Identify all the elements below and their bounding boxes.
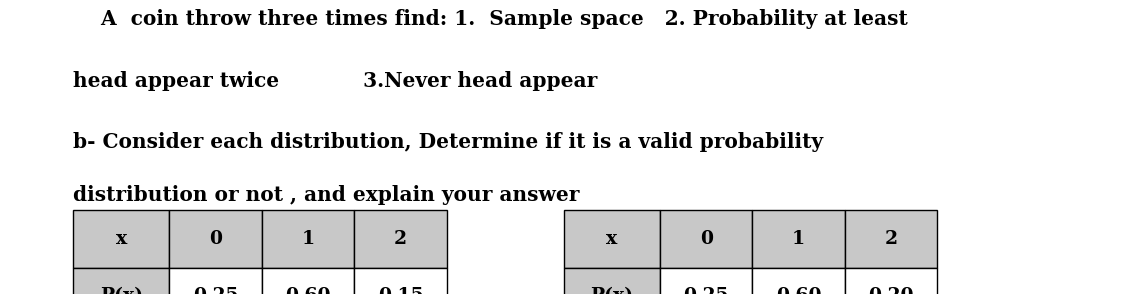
Text: 0.60: 0.60 [776,287,821,294]
Bar [752,210,845,268]
Bar [169,268,262,294]
Text: 0: 0 [699,230,713,248]
Bar [660,210,752,268]
Text: head appear twice            3.Never head appear: head appear twice 3.Never head appear [73,71,598,91]
Bar [354,210,447,268]
Bar [354,268,447,294]
Bar [73,268,169,294]
Bar [564,210,660,268]
Bar [752,268,845,294]
Text: 1: 1 [792,230,805,248]
Bar [262,268,354,294]
Text: x: x [607,230,617,248]
Bar [660,268,752,294]
Text: x: x [116,230,126,248]
Text: distribution or not , and explain your answer: distribution or not , and explain your a… [73,185,580,205]
Text: A  coin throw three times find: 1.  Sample space   2. Probability at least: A coin throw three times find: 1. Sample… [73,9,908,29]
Text: 2: 2 [884,230,898,248]
Bar [845,210,937,268]
Text: 2: 2 [394,230,407,248]
Text: P(x): P(x) [99,287,143,294]
Bar [73,210,169,268]
Bar [845,268,937,294]
Text: P(x): P(x) [590,287,634,294]
Text: 0.25: 0.25 [193,287,238,294]
Text: 0: 0 [209,230,222,248]
Text: 0.20: 0.20 [869,287,914,294]
Text: 1: 1 [301,230,315,248]
Text: b- Consider each distribution, Determine if it is a valid probability: b- Consider each distribution, Determine… [73,132,823,152]
Bar [169,210,262,268]
Bar [262,210,354,268]
Text: 0.60: 0.60 [285,287,331,294]
Bar [564,268,660,294]
Text: 0.15: 0.15 [378,287,423,294]
Text: 0.25: 0.25 [684,287,729,294]
